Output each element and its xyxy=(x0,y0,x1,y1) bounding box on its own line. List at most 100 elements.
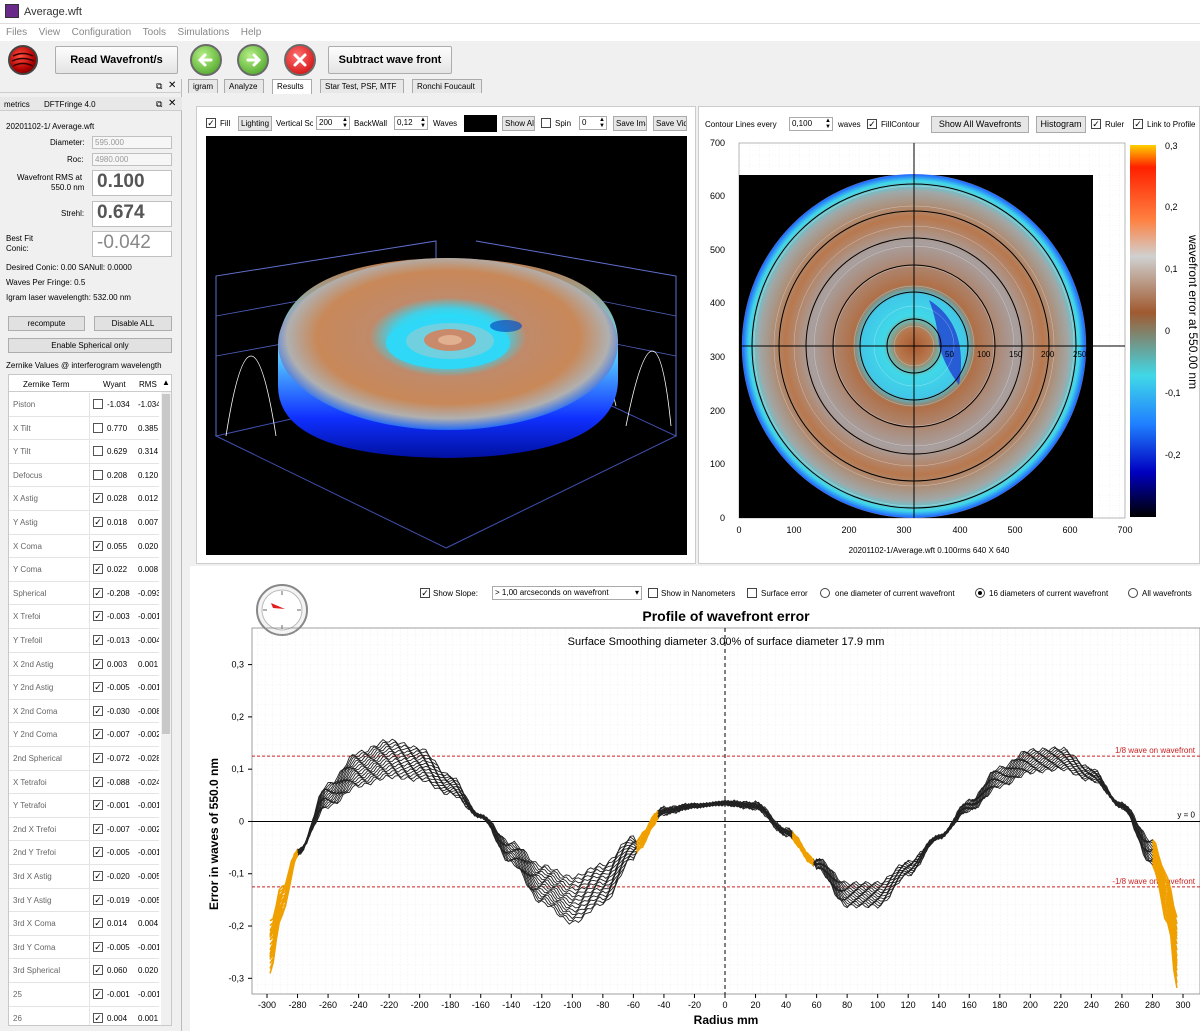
menu-simulations[interactable]: Simulations xyxy=(177,27,230,38)
tab-dftfringe[interactable]: DFTFringe 4.0 xyxy=(44,100,96,109)
table-row[interactable]: Y Trefoil ✓ -0.013 -0.004 xyxy=(9,629,159,653)
tab-ronchi-foucault[interactable]: Ronchi Foucault xyxy=(412,79,482,93)
sort-up-icon[interactable]: ▲ xyxy=(162,378,170,387)
waves-color-swatch[interactable] xyxy=(464,115,497,132)
menu-view[interactable]: View xyxy=(38,27,61,38)
zernike-enable-checkbox[interactable]: ✓ xyxy=(93,540,103,551)
save-video-button[interactable]: Save Video xyxy=(653,116,687,131)
zernike-enable-checkbox[interactable]: ✓ xyxy=(93,493,103,504)
table-row[interactable]: 25 ✓ -0.001 -0.001 xyxy=(9,983,159,1007)
table-row[interactable]: X Astig ✓ 0.028 0.012 xyxy=(9,487,159,511)
table-row[interactable]: Spherical ✓ -0.208 -0.093 xyxy=(9,581,159,606)
ruler-checkbox[interactable]: ✓ xyxy=(1091,119,1101,129)
table-row[interactable]: 3rd Y Astig ✓ -0.019 -0.005 xyxy=(9,888,159,913)
all-wavefronts-radio[interactable] xyxy=(1128,588,1138,598)
show-slope-checkbox[interactable]: ✓ xyxy=(420,588,430,598)
table-row[interactable]: X Trefoi ✓ -0.003 -0.001 xyxy=(9,605,159,629)
vertical-scale-spinner[interactable]: 200 ▲ ▼ xyxy=(316,116,350,130)
surface-error-checkbox[interactable] xyxy=(747,588,757,598)
float-icon[interactable]: ⧉ xyxy=(156,99,163,109)
close-icon[interactable]: ✕ xyxy=(168,80,177,91)
zernike-enable-checkbox[interactable]: ✓ xyxy=(93,989,103,999)
delete-x-icon[interactable] xyxy=(284,44,316,76)
table-row[interactable]: 2nd Spherical ✓ -0.072 -0.028 xyxy=(9,747,159,771)
float-icon[interactable]: ⧉ xyxy=(156,81,163,91)
histogram-button[interactable]: Histogram xyxy=(1036,116,1086,133)
disable-all-button[interactable]: Disable ALL xyxy=(94,316,172,331)
link-profile-checkbox[interactable]: ✓ xyxy=(1133,119,1143,129)
table-row[interactable]: 3rd X Astig ✓ -0.020 -0.005 xyxy=(9,865,159,889)
profile-chart[interactable]: Profile of wavefront error Surface Smoot… xyxy=(190,604,1200,1031)
tab-results[interactable]: Results xyxy=(272,79,312,94)
contour-plot[interactable]: 50 100 150 200 250 700 600 500 400 300 2… xyxy=(699,135,1199,563)
backwall-spinner[interactable]: 0,12 ▲ ▼ xyxy=(394,116,428,130)
zernike-enable-checkbox[interactable]: ✓ xyxy=(93,682,103,693)
table-row[interactable]: X Coma ✓ 0.055 0.020 xyxy=(9,534,159,559)
back-arrow-icon[interactable] xyxy=(190,44,222,76)
table-row[interactable]: Y Astig ✓ 0.018 0.007 xyxy=(9,511,159,535)
table-row[interactable]: 3rd X Coma ✓ 0.014 0.004 xyxy=(9,912,159,936)
zernike-enable-checkbox[interactable]: ✓ xyxy=(93,965,103,976)
zernike-enable-checkbox[interactable]: ✓ xyxy=(93,1012,103,1023)
fill-contour-checkbox[interactable]: ✓ xyxy=(867,119,877,129)
menu-files[interactable]: Files xyxy=(6,27,28,38)
contour-spacing-spinner[interactable]: 0,100 ▲ ▼ xyxy=(789,117,833,131)
diameter-field[interactable]: 595.000 xyxy=(92,136,172,149)
subtract-wavefront-button[interactable]: Subtract wave front xyxy=(328,46,452,74)
table-row[interactable]: 3rd Spherical ✓ 0.060 0.020 xyxy=(9,959,159,983)
table-row[interactable]: Y Tilt 0.629 0.314 xyxy=(9,440,159,464)
table-row[interactable]: X Tetrafoi ✓ -0.088 -0.024 xyxy=(9,770,159,795)
zernike-enable-checkbox[interactable]: ✓ xyxy=(93,729,103,740)
zernike-enable-checkbox[interactable]: ✓ xyxy=(93,776,103,787)
zernike-enable-checkbox[interactable]: ✓ xyxy=(93,871,103,881)
recompute-button[interactable]: recompute xyxy=(8,316,85,331)
close-icon[interactable]: ✕ xyxy=(168,98,177,109)
zernike-enable-checkbox[interactable]: ✓ xyxy=(93,635,103,645)
table-row[interactable]: 3rd Y Coma ✓ -0.005 -0.001 xyxy=(9,935,159,960)
scrollbar-thumb[interactable] xyxy=(162,394,170,734)
zernike-enable-checkbox[interactable]: ✓ xyxy=(93,658,103,669)
table-row[interactable]: Y Tetrafoi ✓ -0.001 -0.001 xyxy=(9,794,159,818)
zernike-enable-checkbox[interactable]: ✓ xyxy=(93,894,103,905)
menu-configuration[interactable]: Configuration xyxy=(71,27,132,38)
zernike-enable-checkbox[interactable]: ✓ xyxy=(93,941,103,952)
tab-igram[interactable]: igram xyxy=(188,79,218,93)
zernike-enable-checkbox[interactable]: ✓ xyxy=(93,800,103,811)
zernike-enable-checkbox[interactable]: ✓ xyxy=(93,753,103,763)
table-row[interactable]: Y 2nd Astig ✓ -0.005 -0.001 xyxy=(9,676,159,700)
menu-tools[interactable]: Tools xyxy=(142,27,167,38)
table-row[interactable]: Defocus 0.208 0.120 xyxy=(9,463,159,488)
slope-select[interactable]: > 1,00 arcseconds on wavefront ▾ xyxy=(492,586,642,600)
table-row[interactable]: 2nd X Trefoi ✓ -0.007 -0.002 xyxy=(9,817,159,842)
table-scrollbar[interactable] xyxy=(161,392,171,1025)
zernike-enable-checkbox[interactable] xyxy=(93,446,103,457)
spin-checkbox[interactable] xyxy=(541,118,551,128)
table-row[interactable]: 26 ✓ 0.004 0.001 xyxy=(9,1006,159,1025)
surface-3d-view[interactable] xyxy=(206,136,687,555)
zernike-enable-checkbox[interactable] xyxy=(93,469,103,480)
tab-star-test[interactable]: Star Test, PSF, MTF xyxy=(320,79,404,93)
table-row[interactable]: 2nd Y Trefoi ✓ -0.005 -0.001 xyxy=(9,841,159,865)
one-diameter-radio[interactable] xyxy=(820,588,830,598)
table-row[interactable]: X 2nd Astig ✓ 0.003 0.001 xyxy=(9,652,159,677)
table-row[interactable]: Y 2nd Coma ✓ -0.007 -0.002 xyxy=(9,723,159,747)
table-row[interactable]: Piston -1.034 -1.034 xyxy=(9,393,159,417)
forward-arrow-icon[interactable] xyxy=(237,44,269,76)
show-nanometers-checkbox[interactable] xyxy=(648,588,658,598)
zernike-enable-checkbox[interactable]: ✓ xyxy=(93,611,103,622)
save-image-button[interactable]: Save Image xyxy=(613,116,647,131)
menu-help[interactable]: Help xyxy=(240,27,262,38)
table-row[interactable]: X 2nd Coma ✓ -0.030 -0.008 xyxy=(9,699,159,724)
zernike-enable-checkbox[interactable]: ✓ xyxy=(93,705,103,716)
spin-spinner[interactable]: 0 ▲ ▼ xyxy=(579,116,607,130)
table-row[interactable]: Y Coma ✓ 0.022 0.008 xyxy=(9,558,159,582)
fill-checkbox[interactable]: ✓ xyxy=(206,118,216,128)
tab-analyze[interactable]: Analyze xyxy=(224,79,264,93)
tab-metrics[interactable]: metrics xyxy=(4,100,30,109)
read-wavefront-button[interactable]: Read Wavefront/s xyxy=(55,46,178,74)
zernike-enable-checkbox[interactable]: ✓ xyxy=(93,918,103,929)
zernike-enable-checkbox[interactable]: ✓ xyxy=(93,847,103,858)
show-all-wavefronts-button[interactable]: Show All Wavefronts xyxy=(931,116,1029,133)
zernike-enable-checkbox[interactable] xyxy=(93,399,103,409)
table-row[interactable]: X Tilt 0.770 0.385 xyxy=(9,416,159,441)
